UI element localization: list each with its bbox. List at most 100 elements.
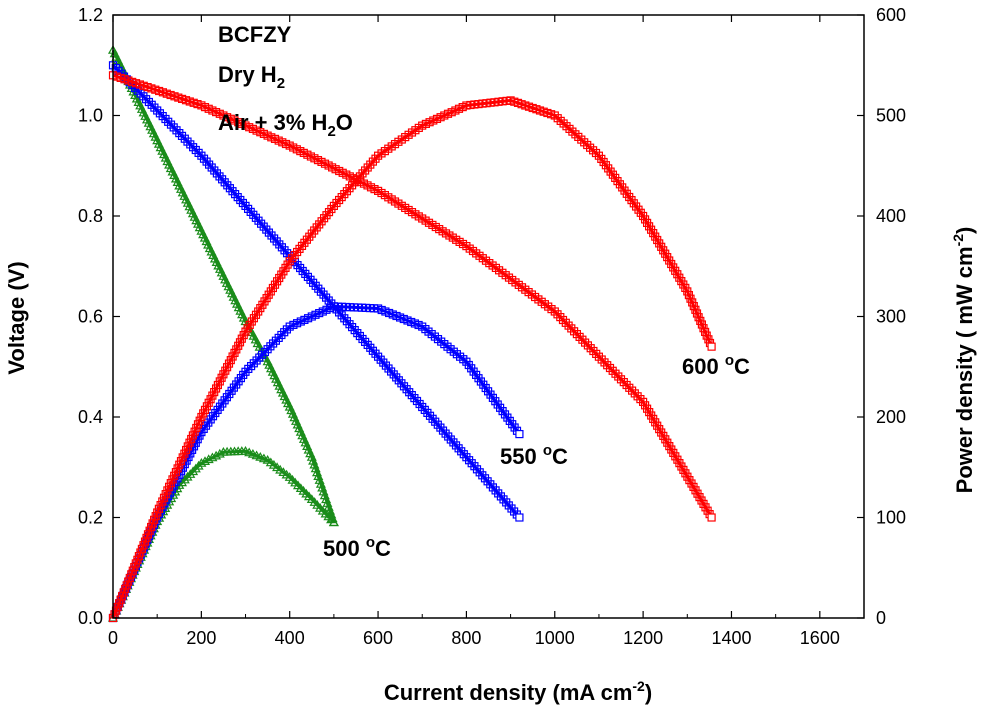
data-point <box>280 246 289 255</box>
data-point <box>578 335 587 344</box>
data-point <box>260 347 269 357</box>
data-point <box>611 369 620 378</box>
data-point <box>441 429 450 438</box>
series-4 <box>108 71 716 522</box>
data-point <box>223 181 232 190</box>
y-left-tick-label: 1.0 <box>78 106 103 126</box>
x-tick-label: 1000 <box>535 628 575 648</box>
label-550c: 550 oC <box>500 442 568 469</box>
data-point <box>335 195 344 205</box>
data-point <box>298 266 307 276</box>
data-point <box>572 330 582 339</box>
y-left-tick-label: 0.6 <box>78 307 103 327</box>
data-point <box>203 454 214 464</box>
y-right-tick-label: 0 <box>876 608 886 628</box>
x-tick-label: 1200 <box>623 628 663 648</box>
x-tick-label: 200 <box>186 628 216 648</box>
data-point <box>153 106 162 115</box>
y-left-tick-label: 0.8 <box>78 206 103 226</box>
data-point <box>207 452 218 462</box>
annotation-oxidant: Air + 3% H2O <box>218 110 353 140</box>
data-point <box>556 313 565 322</box>
data-point <box>387 367 396 376</box>
data-point <box>238 198 247 208</box>
data-point <box>266 342 275 351</box>
annotation-material: BCFZY <box>218 22 292 47</box>
data-point <box>515 513 524 522</box>
x-tick-label: 0 <box>108 628 118 648</box>
data-point <box>142 95 151 104</box>
data-point <box>556 116 565 126</box>
data-point <box>561 318 570 327</box>
data-point <box>550 307 559 316</box>
data-point <box>636 395 645 404</box>
label-500c: 500 oC <box>323 534 391 561</box>
data-point <box>630 389 639 398</box>
data-point <box>592 349 601 358</box>
data-point <box>255 353 264 362</box>
x-tick-label: 400 <box>275 628 305 648</box>
annotation-fuel: Dry H2 <box>218 62 285 92</box>
data-point <box>194 148 203 157</box>
data-point <box>144 97 153 107</box>
data-point <box>191 145 200 155</box>
y-right-tick-label: 400 <box>876 206 906 226</box>
data-point <box>410 394 419 403</box>
data-point <box>136 89 145 98</box>
data-point <box>293 261 302 270</box>
data-point <box>381 361 390 370</box>
data-point <box>280 328 289 337</box>
data-point <box>363 340 372 349</box>
y-left-tick-label: 0.4 <box>78 407 103 427</box>
y-right-tick-label: 200 <box>876 407 906 427</box>
data-point <box>446 435 455 444</box>
data-point <box>353 329 362 338</box>
y-right-tick-label: 300 <box>876 307 906 327</box>
data-point <box>553 310 562 319</box>
data-point <box>247 362 256 371</box>
data-point <box>189 143 198 152</box>
data-point <box>616 375 626 384</box>
label-600c: 600 oC <box>682 352 750 379</box>
data-point <box>423 408 432 417</box>
data-point <box>182 471 193 481</box>
y-left-tick-label: 0.2 <box>78 508 103 528</box>
data-point <box>186 140 195 149</box>
data-point <box>214 448 225 458</box>
data-point <box>558 315 568 325</box>
data-point <box>147 100 156 109</box>
data-point <box>303 272 312 281</box>
series-line <box>111 64 521 519</box>
series-5 <box>108 96 716 623</box>
data-point <box>358 334 367 344</box>
series-2 <box>108 61 524 522</box>
data-point <box>597 355 606 364</box>
data-point <box>175 129 184 138</box>
data-point <box>161 114 170 124</box>
data-point <box>177 131 187 140</box>
data-point <box>164 117 173 126</box>
data-point <box>269 339 278 348</box>
data-point <box>571 130 580 139</box>
data-point <box>619 378 628 387</box>
data-point <box>335 308 344 317</box>
y-right-tick-label: 600 <box>876 5 906 25</box>
data-point <box>193 460 204 470</box>
data-point <box>515 429 524 439</box>
data-point <box>211 450 222 460</box>
data-point <box>166 120 176 129</box>
ticks-layer: 0 200 400 600 800 1000 1200 1400 16000.00.20.40.… <box>78 5 906 648</box>
x-tick-label: 800 <box>451 628 481 648</box>
data-point <box>603 361 612 370</box>
data-point <box>363 163 372 172</box>
data-point <box>233 193 242 202</box>
data-point <box>594 352 604 361</box>
data-point <box>627 386 637 395</box>
y-left-tick-label: 0.0 <box>78 608 103 628</box>
data-point <box>633 392 642 401</box>
data-point <box>328 517 339 527</box>
data-point <box>274 333 283 342</box>
data-point <box>369 304 379 313</box>
data-point <box>583 341 593 350</box>
